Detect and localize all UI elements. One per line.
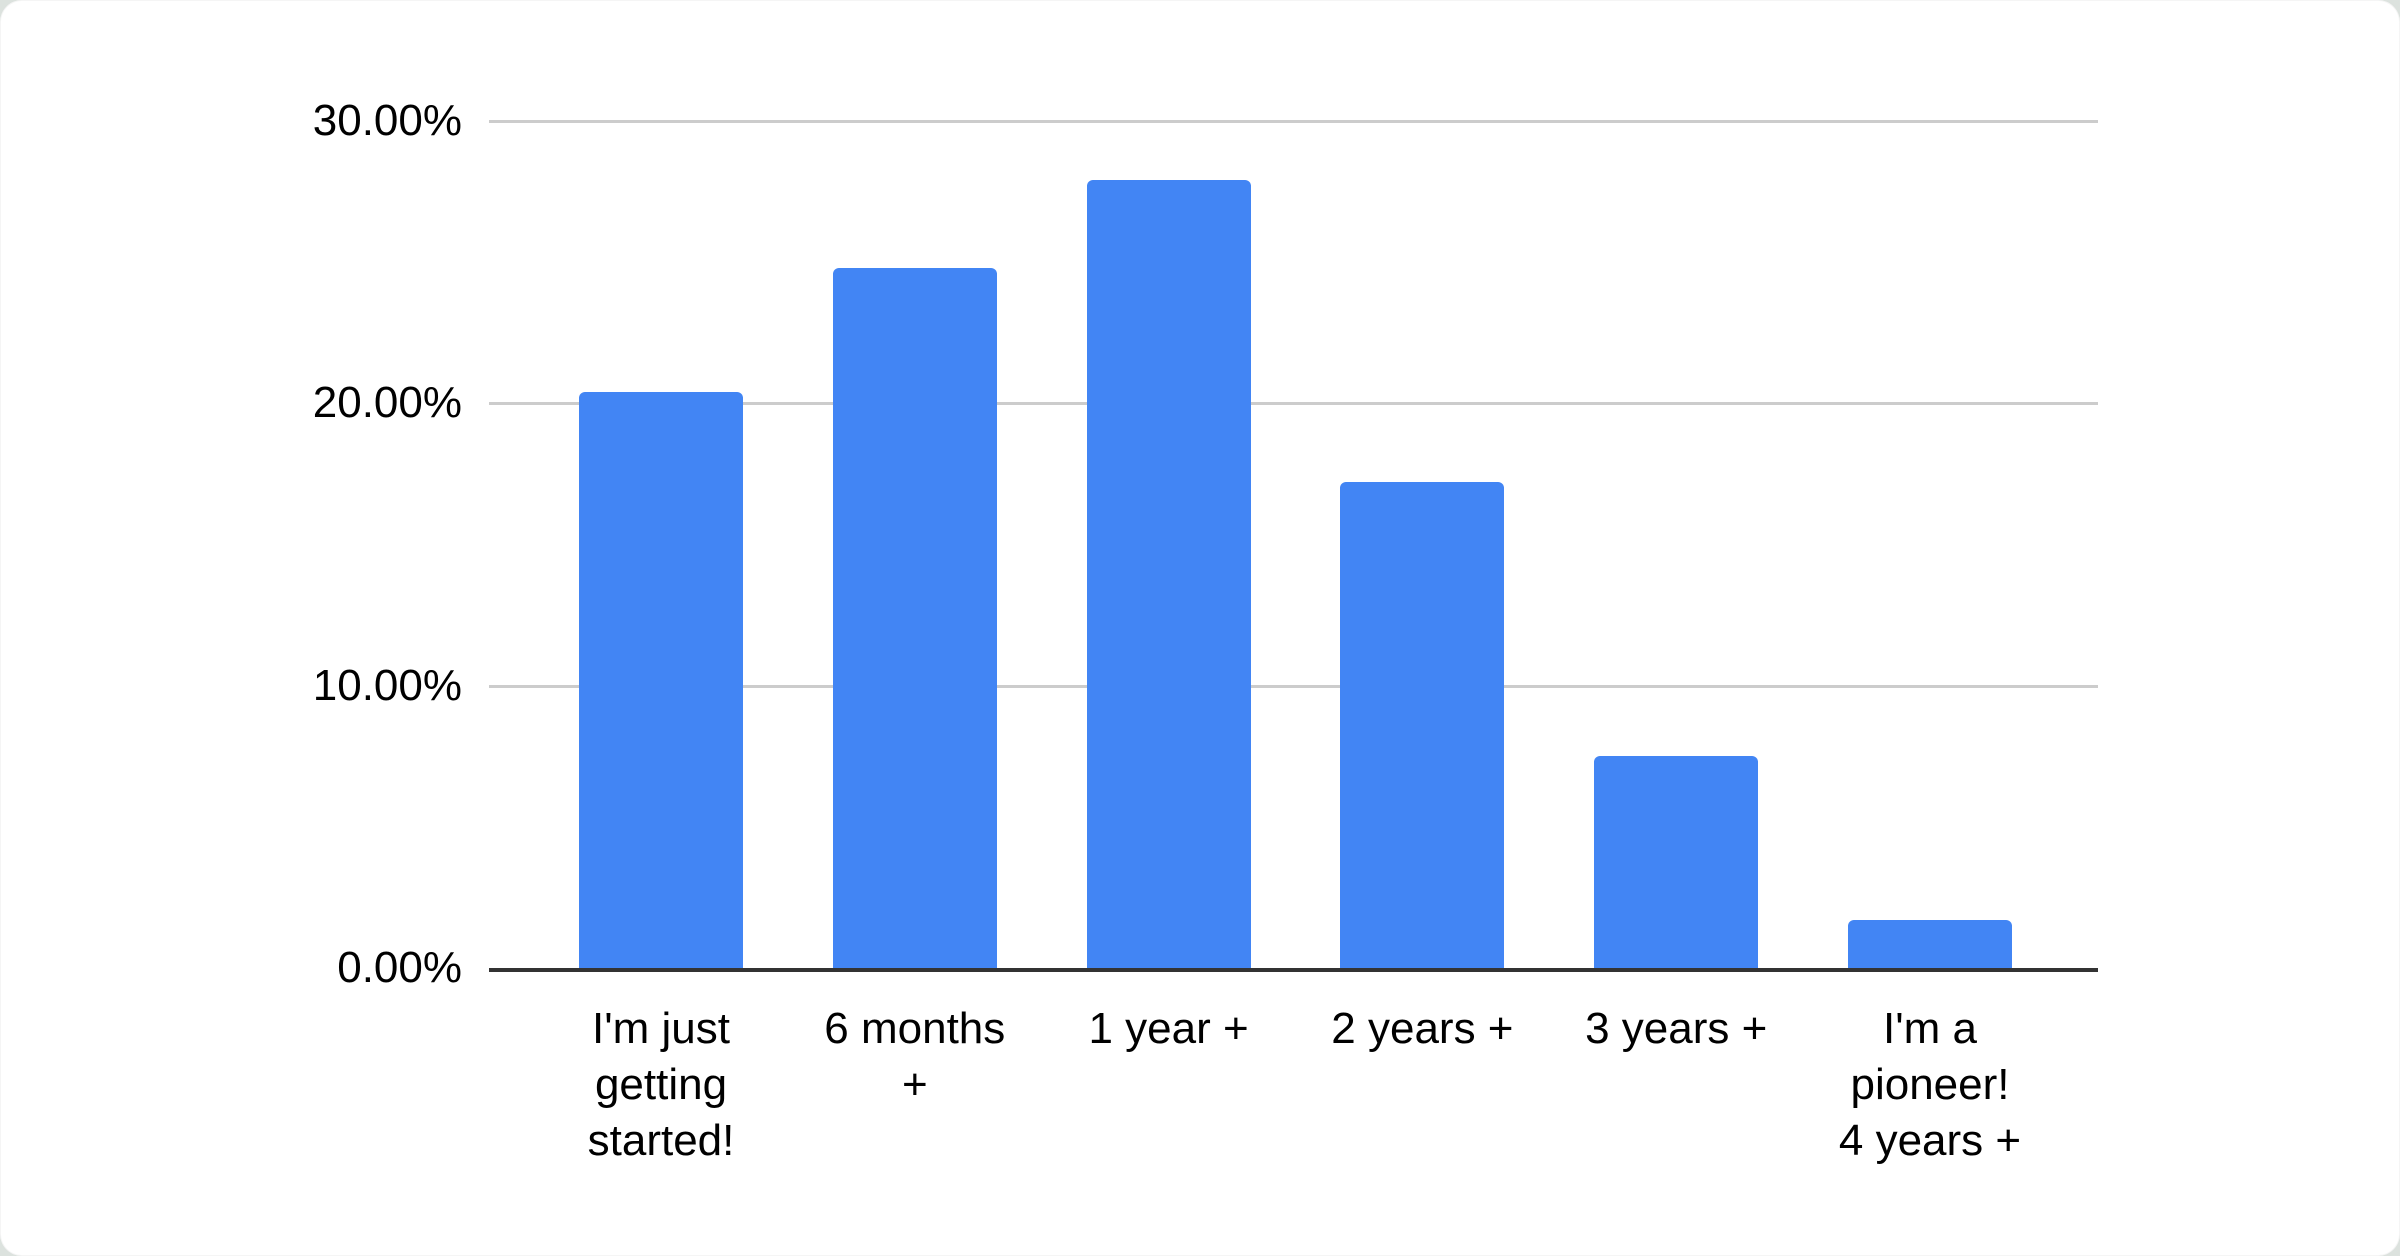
gridline: [489, 684, 2098, 688]
x-axis-category-label: 3 years +: [1506, 1001, 1846, 1057]
y-axis-tick-label: 10.00%: [312, 660, 462, 710]
x-axis-category-label-line: started!: [587, 1116, 735, 1165]
bar[interactable]: [1594, 756, 1759, 968]
x-axis-category-label-line: I'm a: [1883, 1004, 1977, 1053]
x-axis-category-label-line: 6 months: [824, 1004, 1006, 1053]
x-axis-category-label: I'm just getting started!: [491, 1001, 831, 1169]
y-axis-tick-label: 20.00%: [312, 378, 462, 428]
bar[interactable]: [832, 267, 997, 968]
x-axis-category-label-line: +: [901, 1060, 928, 1109]
x-axis-category-label-line: 1 year +: [1088, 1004, 1249, 1053]
gridline: [489, 402, 2098, 406]
bar[interactable]: [1340, 482, 1505, 968]
bar[interactable]: [579, 392, 743, 968]
x-axis-category-label: 6 months +: [745, 1001, 1085, 1113]
y-axis-tick-label: 0.00%: [337, 943, 462, 992]
x-axis-category-label-line: pioneer!: [1850, 1060, 2010, 1109]
gridline: [489, 120, 2098, 123]
x-axis-category-label-line: 3 years +: [1585, 1004, 1768, 1053]
bar[interactable]: [1086, 180, 1251, 968]
x-axis-category-label-line: 2 years +: [1331, 1004, 1514, 1053]
x-axis-category-label-line: 4 years +: [1838, 1116, 2022, 1165]
x-axis-category-label: 1 year +: [999, 1001, 1339, 1057]
bar[interactable]: [1848, 920, 2012, 968]
x-axis-category-label-line: getting: [594, 1060, 728, 1109]
x-axis-category-label-line: I'm just: [592, 1004, 730, 1053]
y-axis-tick-label: 30.00%: [312, 96, 462, 145]
x-axis-category-label: 2 years +: [1252, 1001, 1592, 1057]
x-axis-category-label: I'm a pioneer! 4 years +: [1760, 1001, 2100, 1169]
x-axis-line: [489, 968, 2098, 972]
